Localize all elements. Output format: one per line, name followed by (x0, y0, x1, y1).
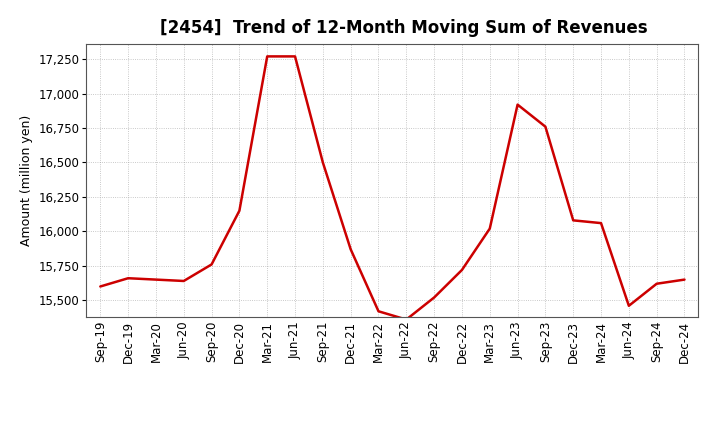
Text: [2454]  Trend of 12-Month Moving Sum of Revenues: [2454] Trend of 12-Month Moving Sum of R… (160, 19, 647, 37)
Y-axis label: Amount (million yen): Amount (million yen) (20, 115, 33, 246)
